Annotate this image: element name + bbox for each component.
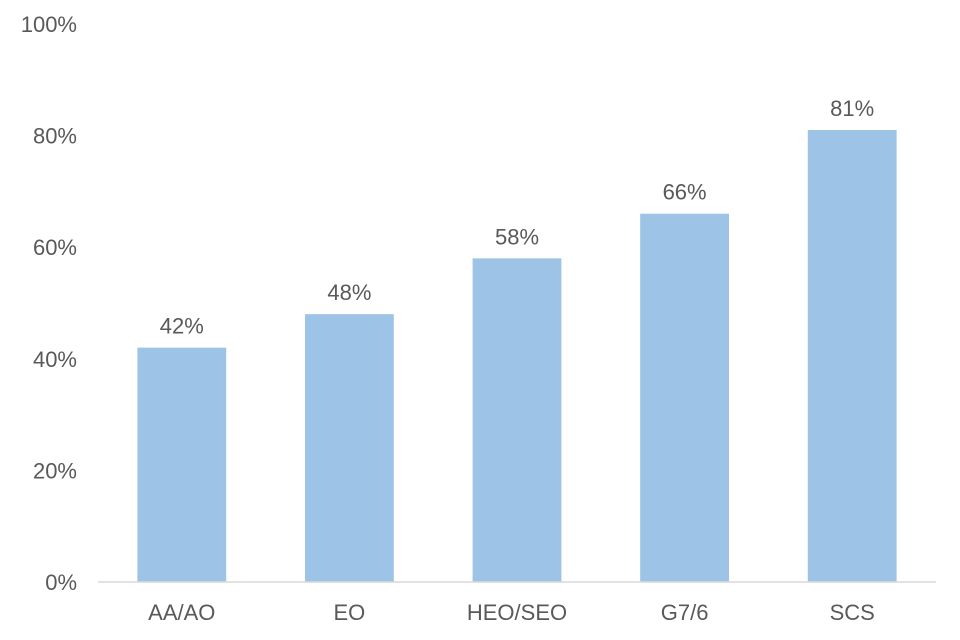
y-tick-label: 0% [45, 570, 77, 595]
data-label: 42% [160, 314, 204, 339]
x-axis-category-labels: AA/AO EO HEO/SEO G7/6 SCS [148, 600, 875, 625]
x-category-label: AA/AO [148, 600, 215, 625]
data-label: 58% [495, 224, 539, 249]
bar-g7-6 [640, 213, 730, 582]
x-category-label: G7/6 [661, 600, 709, 625]
y-tick-label: 100% [21, 12, 77, 37]
y-tick-label: 20% [33, 458, 77, 483]
x-category-label: HEO/SEO [467, 600, 567, 625]
x-category-label: SCS [830, 600, 875, 625]
bars [137, 130, 897, 582]
data-labels: 42% 48% 58% 66% 81% [160, 96, 874, 339]
y-tick-label: 80% [33, 124, 77, 149]
x-category-label: EO [334, 600, 366, 625]
data-label: 48% [327, 280, 371, 305]
bar-eo [304, 314, 394, 582]
data-label: 66% [663, 180, 707, 205]
bar-scs [807, 130, 897, 582]
y-tick-label: 40% [33, 347, 77, 372]
bar-heo-seo [472, 258, 562, 582]
data-label: 81% [830, 96, 874, 121]
bar-aa-ao [137, 347, 227, 582]
y-tick-label: 60% [33, 235, 77, 260]
y-axis-tick-labels: 0% 20% 40% 60% 80% 100% [21, 12, 77, 595]
